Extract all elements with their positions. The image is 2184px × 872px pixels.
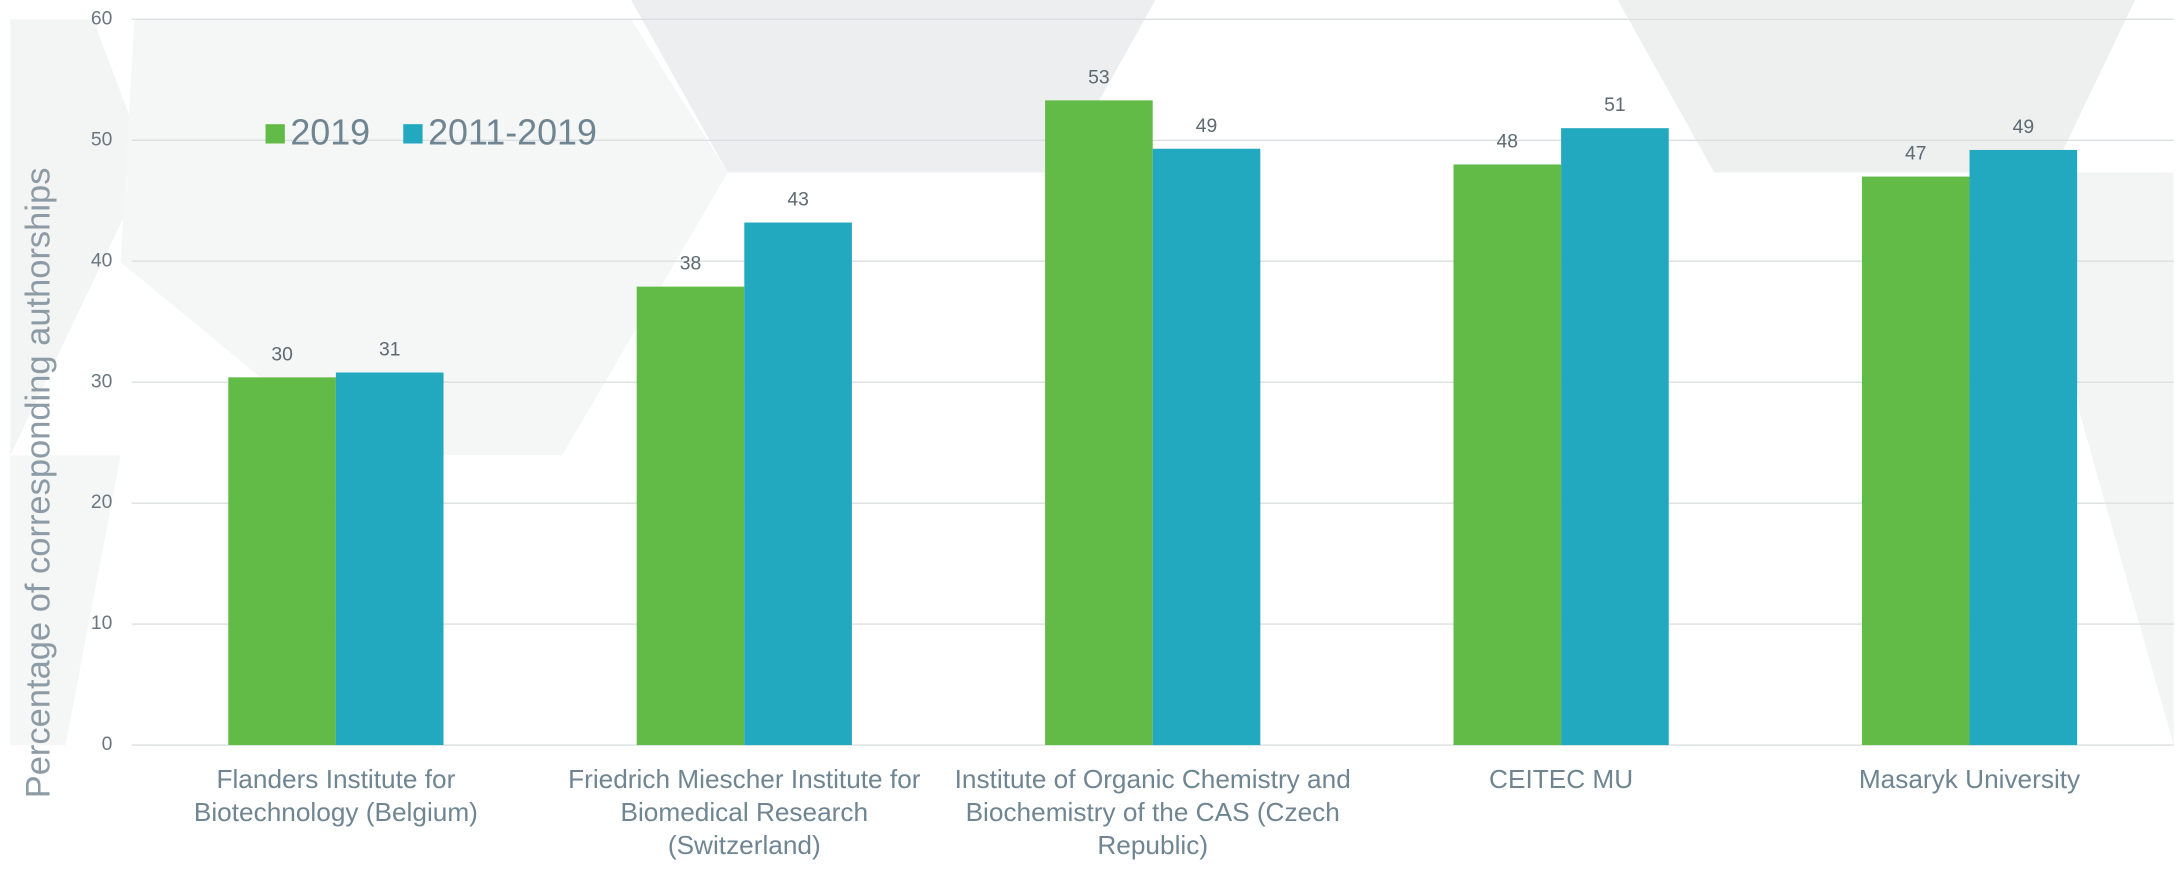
value-label: 48 — [1497, 131, 1518, 152]
bar — [1969, 149, 2078, 746]
y-tick-label: 60 — [91, 8, 112, 29]
hexagon — [1617, 0, 2136, 173]
x-tick-label: Masaryk University — [1859, 764, 2081, 794]
legend-swatch — [403, 124, 423, 144]
x-tick-label: CEITEC MU — [1489, 764, 1633, 794]
legend-label: 2019 — [290, 113, 370, 153]
x-tick-label: Institute of Organic Chemistry and Bioche… — [955, 764, 1351, 860]
value-label: 31 — [379, 340, 400, 361]
bar — [335, 372, 444, 746]
y-tick-label: 0 — [102, 734, 113, 755]
value-label: 49 — [1196, 116, 1217, 137]
y-tick-label: 30 — [91, 371, 112, 392]
bar — [636, 286, 745, 746]
bar — [744, 222, 852, 746]
legend-swatch — [265, 124, 285, 144]
x-tick-label: Friedrich Miescher Institute for Biomedic… — [568, 764, 921, 860]
legend-label: 2011-2019 — [428, 113, 597, 153]
bar — [1453, 164, 1562, 746]
value-label: 43 — [787, 190, 808, 211]
hexagon — [10, 19, 149, 456]
bar — [1045, 100, 1153, 746]
bar — [1861, 176, 1970, 746]
hexagon — [10, 455, 121, 746]
bar — [228, 377, 336, 746]
value-label: 51 — [1604, 95, 1625, 116]
hexagon — [631, 0, 1156, 173]
hexagon — [2052, 172, 2174, 746]
value-label: 30 — [271, 344, 292, 365]
value-label: 47 — [1905, 144, 1926, 165]
value-label: 38 — [680, 254, 701, 275]
y-tick-label: 10 — [91, 613, 112, 634]
bar — [1152, 148, 1261, 746]
bar — [1561, 128, 1669, 746]
x-tick-label: Flanders Institute for Biotechnology (Bel… — [194, 764, 478, 827]
y-axis-title: Percentage of corresponding authorships — [20, 168, 58, 799]
y-tick-label: 20 — [91, 492, 112, 513]
value-label: 53 — [1088, 67, 1109, 88]
value-label: 49 — [2013, 117, 2034, 138]
y-tick-label: 40 — [91, 250, 112, 271]
y-tick-label: 50 — [91, 129, 112, 150]
